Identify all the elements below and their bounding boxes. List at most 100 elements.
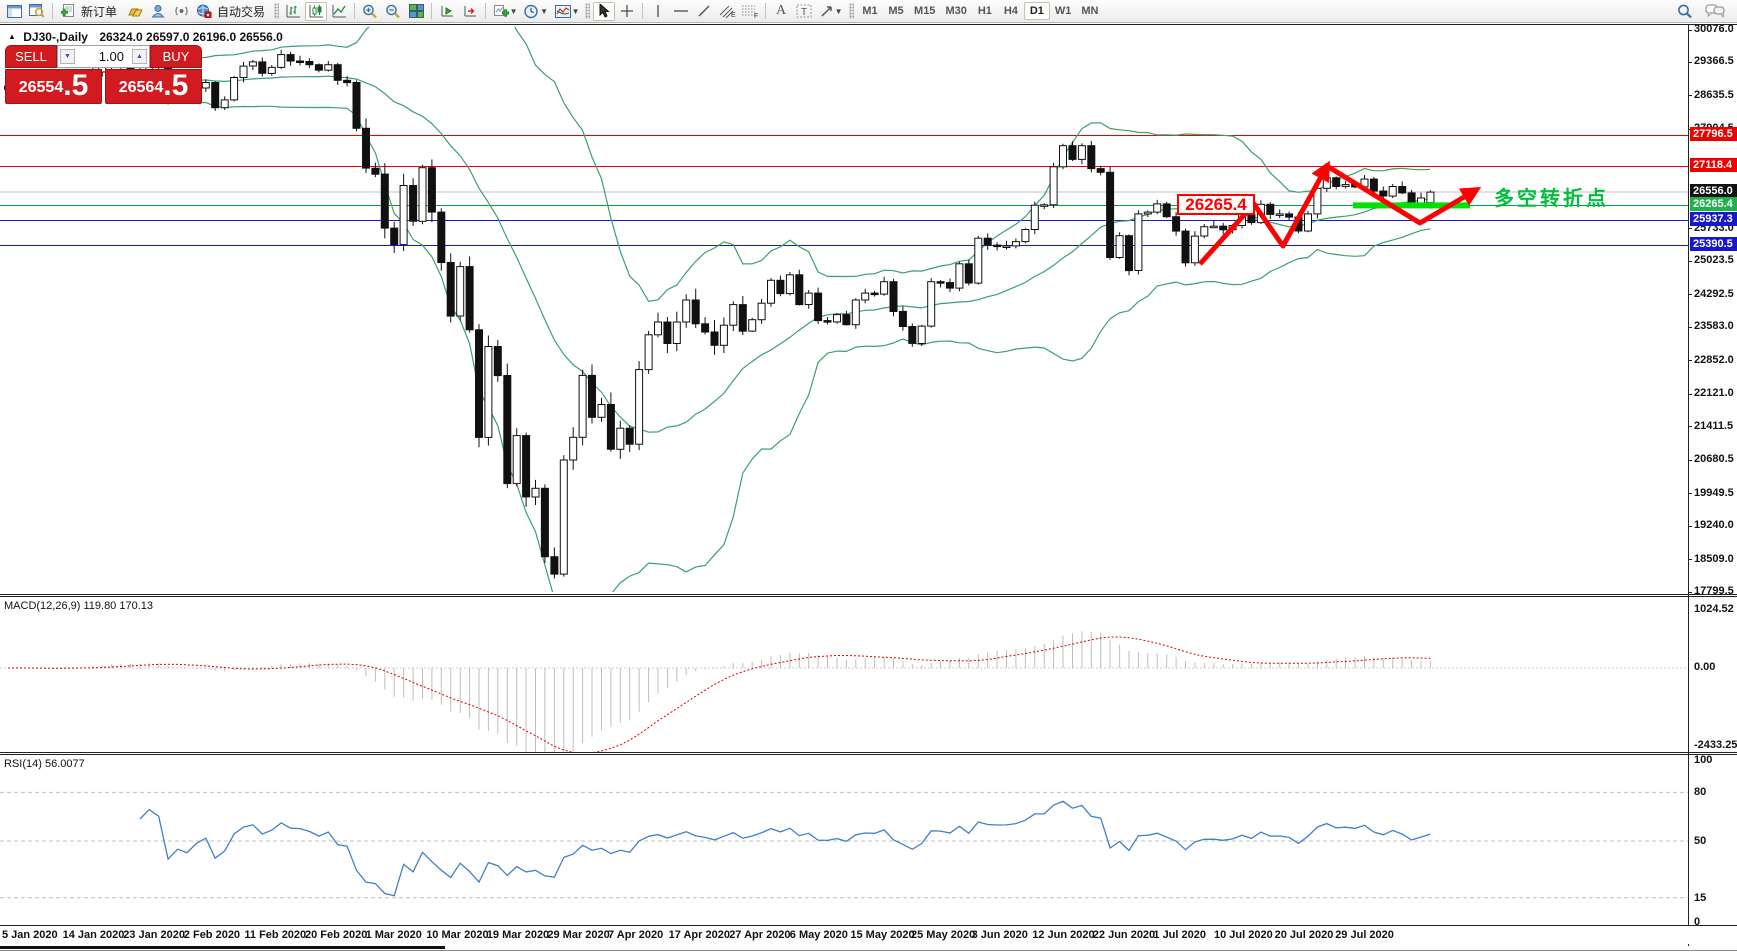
periods-clock-icon[interactable]: ▼	[521, 2, 551, 21]
auto-trading-icon[interactable]	[193, 2, 215, 21]
candle-body[interactable]	[559, 459, 568, 575]
candle-body[interactable]	[870, 292, 879, 296]
candle-body[interactable]	[446, 262, 455, 317]
candle-body[interactable]	[738, 304, 747, 332]
collapse-panel-arrow-icon[interactable]: ▲	[8, 32, 16, 41]
candle-body[interactable]	[512, 435, 521, 485]
candle-body[interactable]	[1322, 177, 1331, 189]
text-label-tool-icon[interactable]: T	[793, 2, 815, 21]
candle-body[interactable]	[1162, 203, 1171, 218]
candle-body[interactable]	[380, 173, 389, 229]
candle-body[interactable]	[767, 279, 775, 304]
market-watch-panel-icon[interactable]	[3, 2, 25, 21]
candle-body[interactable]	[785, 274, 794, 295]
candle-body[interactable]	[804, 292, 813, 306]
rsi-indicator-pane[interactable]	[0, 755, 1688, 925]
candle-body[interactable]	[1077, 145, 1086, 160]
sell-price-display[interactable]: 26554. 5	[5, 69, 102, 104]
candle-body[interactable]	[540, 487, 549, 558]
candle-body[interactable]	[833, 314, 841, 323]
cursor-tool-icon[interactable]	[593, 1, 616, 21]
bollinger-middle-band[interactable]	[186, 75, 1431, 433]
timeframe-button-mn[interactable]: MN	[1081, 5, 1099, 17]
bollinger-lower-band[interactable]	[186, 101, 1431, 594]
candle-body[interactable]	[211, 82, 220, 109]
candle-body[interactable]	[1106, 171, 1115, 258]
candle-body[interactable]	[1040, 204, 1049, 207]
chat-icon[interactable]	[1704, 2, 1726, 21]
candle-body[interactable]	[1096, 168, 1105, 173]
sell-button[interactable]: SELL	[5, 45, 57, 68]
candle-body[interactable]	[503, 375, 512, 485]
candle-body[interactable]	[964, 263, 973, 284]
candle-body[interactable]	[606, 404, 615, 450]
timeframe-button-m30[interactable]: M30	[945, 5, 967, 17]
candlestick-chart-type-icon[interactable]	[305, 1, 328, 21]
candle-body[interactable]	[1304, 213, 1312, 232]
candle-body[interactable]	[672, 321, 681, 344]
candle-body[interactable]	[823, 320, 832, 323]
macd-indicator-pane[interactable]	[0, 597, 1688, 752]
candle-body[interactable]	[1059, 145, 1067, 168]
candle-body[interactable]	[927, 281, 936, 327]
candle-body[interactable]	[239, 65, 248, 78]
volume-value[interactable]: 1.00	[98, 49, 124, 64]
buy-button[interactable]: BUY	[150, 45, 202, 68]
candle-body[interactable]	[578, 374, 587, 438]
auto-scroll-icon[interactable]	[436, 2, 458, 21]
candle-body[interactable]	[399, 185, 408, 246]
candle-body[interactable]	[993, 244, 1002, 248]
candle-body[interactable]	[1219, 225, 1228, 231]
candle-body[interactable]	[757, 302, 766, 321]
equidistant-channel-tool-icon[interactable]: E	[716, 2, 738, 21]
candle-body[interactable]	[1030, 204, 1039, 230]
buy-price-display[interactable]: 26564. 5	[105, 69, 202, 104]
line-chart-type-icon[interactable]	[328, 2, 350, 21]
trendline-tool-icon[interactable]	[693, 2, 715, 21]
candle-body[interactable]	[1143, 211, 1152, 215]
timeframe-button-d1[interactable]: D1	[1023, 2, 1050, 20]
candle-body[interactable]	[248, 61, 257, 67]
signal-icon[interactable]	[170, 2, 192, 21]
candle-body[interactable]	[588, 374, 596, 418]
volume-decrease-button[interactable]: ▼	[60, 49, 75, 64]
candle-body[interactable]	[362, 127, 370, 169]
zoom-out-icon[interactable]	[382, 2, 404, 21]
candle-body[interactable]	[550, 556, 559, 575]
candle-body[interactable]	[1125, 235, 1133, 272]
candle-body[interactable]	[427, 167, 436, 213]
candle-body[interactable]	[851, 299, 860, 326]
indicators-add-icon[interactable]: ▼	[490, 2, 520, 21]
candle-body[interactable]	[936, 281, 945, 284]
zoom-in-icon[interactable]	[359, 2, 381, 21]
trend-zigzag-arrow-2[interactable]	[1325, 163, 1482, 226]
candle-body[interactable]	[277, 54, 286, 68]
candle-body[interactable]	[1200, 226, 1209, 237]
candle-body[interactable]	[1379, 190, 1388, 197]
candle-body[interactable]	[493, 346, 502, 377]
candle-body[interactable]	[286, 54, 295, 62]
candle-body[interactable]	[889, 281, 898, 313]
candle-body[interactable]	[1153, 203, 1162, 213]
bar-chart-type-icon[interactable]	[282, 2, 304, 21]
candle-body[interactable]	[1087, 145, 1096, 170]
arrows-tool-icon[interactable]: ▼	[816, 2, 846, 21]
candle-body[interactable]	[220, 99, 229, 109]
candle-body[interactable]	[484, 346, 493, 438]
candle-body[interactable]	[418, 167, 427, 222]
candle-body[interactable]	[258, 61, 267, 74]
candle-body[interactable]	[1398, 186, 1407, 194]
candle-body[interactable]	[983, 237, 992, 246]
candle-body[interactable]	[267, 66, 276, 74]
candle-body[interactable]	[1369, 178, 1378, 192]
candle-body[interactable]	[682, 299, 691, 323]
candle-body[interactable]	[1275, 213, 1284, 216]
candle-body[interactable]	[409, 185, 418, 222]
candle-body[interactable]	[1388, 186, 1397, 197]
candle-body[interactable]	[842, 314, 851, 326]
fibonacci-tool-icon[interactable]: F	[739, 2, 761, 21]
timeframe-button-w1[interactable]: W1	[1054, 5, 1072, 17]
candle-body[interactable]	[201, 82, 210, 89]
candle-body[interactable]	[1426, 191, 1435, 204]
timeframe-button-h1[interactable]: H1	[977, 5, 992, 17]
